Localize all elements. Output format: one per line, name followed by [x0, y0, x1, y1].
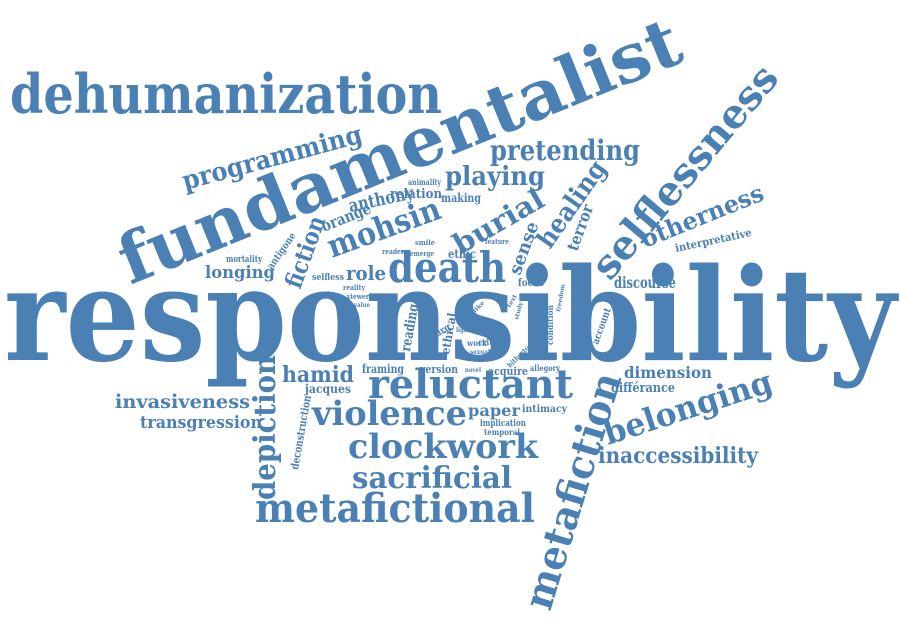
word-critic: critic	[478, 337, 500, 347]
word-relation: relation	[390, 187, 442, 202]
word-discourse: discourse	[614, 273, 676, 292]
word-violence: violence	[311, 394, 467, 434]
word-sacrificial: sacrificial	[352, 461, 512, 496]
word-dimension: dimension	[624, 363, 712, 382]
word-free: free	[475, 322, 493, 333]
word-light: light	[456, 327, 470, 334]
word-reader: reader	[382, 247, 404, 256]
word-smile: smile	[415, 238, 436, 247]
word-framing: framing	[362, 362, 404, 376]
word-work: work	[466, 338, 487, 348]
word-allegory: allegory	[530, 363, 560, 373]
word-inaccessibility: inaccessibility	[598, 443, 759, 469]
word-depiction: depiction	[248, 355, 283, 500]
word-death: death	[388, 243, 506, 292]
word-paper: paper	[468, 401, 521, 420]
word-temporal: temporal	[484, 427, 520, 437]
word-freedom: freedom	[555, 283, 567, 312]
word-deconstruction: deconstruction	[288, 394, 314, 470]
word-reality: reality	[343, 283, 366, 292]
word-transgression: transgression	[140, 413, 262, 433]
word-ethic: ethic	[448, 247, 476, 261]
word-role: role	[346, 261, 386, 285]
word-implication: implication	[480, 419, 526, 429]
word-playing: playing	[445, 162, 545, 192]
word-intimacy: intimacy	[522, 404, 568, 415]
word-hamid: hamid	[282, 362, 354, 388]
word-invasiveness: invasiveness	[115, 391, 250, 413]
word-viewer: viewer	[346, 292, 369, 301]
word-animality: animality	[408, 177, 441, 187]
word-responsibility: responsibility	[4, 241, 899, 391]
word-acquire: acquire	[488, 365, 528, 378]
word-differance: différance	[611, 381, 675, 396]
word-making: making	[441, 191, 481, 205]
word-value: value	[353, 302, 370, 309]
word-condition: condition	[545, 305, 555, 345]
word-study: study	[513, 301, 525, 321]
word-clockwork: clockwork	[348, 427, 539, 467]
word-metafictional: metafictional	[255, 485, 535, 532]
word-version: version	[419, 363, 458, 376]
word-sexual: sexual	[470, 349, 491, 356]
word-pretending: pretending	[490, 134, 640, 167]
word-reluctant: reluctant	[368, 361, 574, 408]
word-focus: focus	[518, 278, 544, 289]
word-novel: novel	[465, 367, 482, 374]
word-selfless: selfless	[312, 273, 344, 283]
word-jacques: jacques	[304, 382, 351, 396]
word-dehumanization: dehumanization	[10, 62, 442, 126]
word-longing: longing	[205, 263, 275, 283]
word-feature: feature	[485, 237, 509, 246]
word-emerge: emerge	[410, 249, 434, 258]
word-mortality: mortality	[226, 255, 263, 265]
